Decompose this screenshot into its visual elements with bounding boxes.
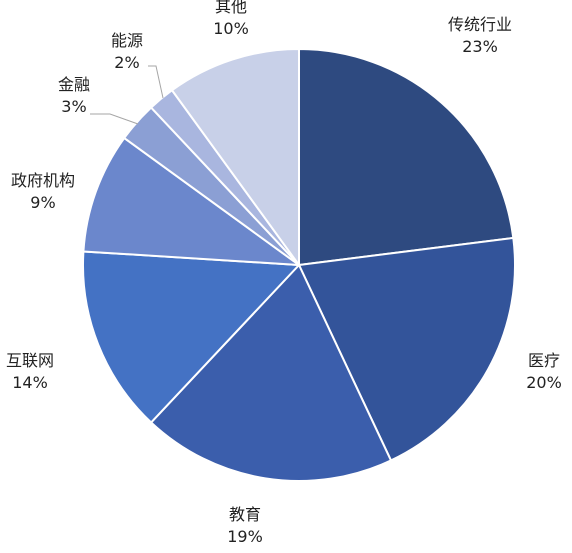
pie-slice bbox=[150, 264, 392, 482]
slice-label: 其他 bbox=[215, 0, 247, 16]
slice-value-label: 2% bbox=[114, 53, 139, 72]
slice-value-label: 14% bbox=[12, 373, 48, 392]
pie-slice bbox=[171, 48, 300, 266]
leader-lines bbox=[90, 65, 164, 125]
slice-value-label: 10% bbox=[213, 19, 249, 38]
slice-label: 金融 bbox=[58, 75, 90, 94]
slice-value-label: 23% bbox=[462, 37, 498, 56]
slice-value-label: 9% bbox=[30, 193, 55, 212]
pie-slices bbox=[82, 48, 516, 482]
slice-label: 医疗 bbox=[528, 351, 560, 370]
slice-value-label: 3% bbox=[61, 97, 86, 116]
slice-labels: 传统行业 23% 医疗 20% 教育 19% 互联网 14% 政府机构 9% 金融 3% 能源 2% 其他 1… bbox=[6, 0, 562, 546]
slice-label: 教育 bbox=[229, 505, 261, 524]
leader-line bbox=[148, 65, 164, 99]
pie-slice bbox=[82, 137, 300, 266]
pie-slice bbox=[298, 48, 515, 266]
pie-slice bbox=[298, 236, 516, 462]
slice-label: 能源 bbox=[111, 31, 143, 50]
slice-label: 政府机构 bbox=[11, 171, 75, 190]
leader-line bbox=[90, 113, 139, 125]
slice-label: 互联网 bbox=[6, 351, 54, 370]
pie-slice bbox=[82, 250, 300, 424]
slice-label: 传统行业 bbox=[448, 15, 512, 34]
slice-value-label: 19% bbox=[227, 527, 263, 546]
slice-value-label: 20% bbox=[526, 373, 562, 392]
